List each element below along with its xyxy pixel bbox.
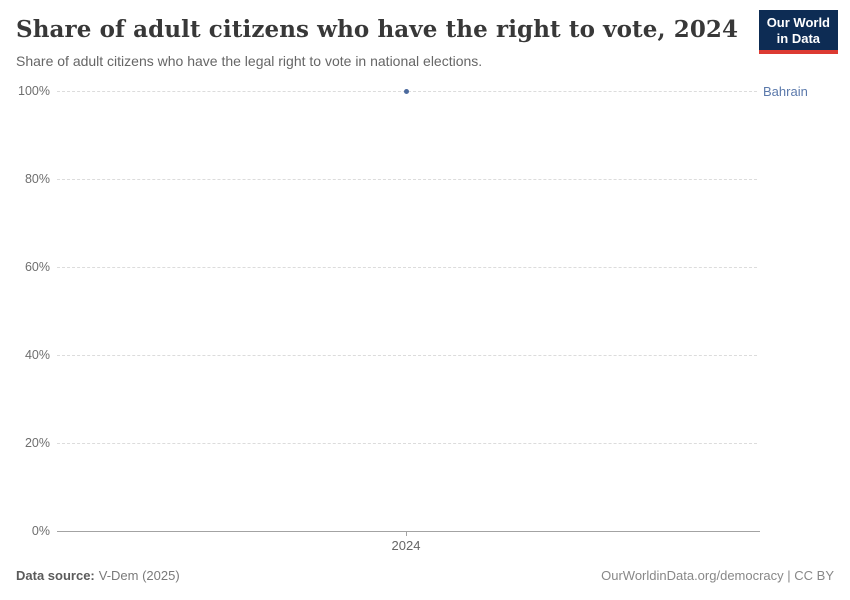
- x-tick-mark-2024: [406, 531, 407, 536]
- owid-logo-line2: in Data: [776, 30, 821, 46]
- gridline-20: [57, 443, 757, 444]
- y-tick-40: 40%: [24, 348, 50, 362]
- owid-logo-line1: Our World: [766, 15, 830, 30]
- entity-label-bahrain[interactable]: Bahrain: [763, 84, 808, 99]
- y-tick-100: 100%: [18, 84, 50, 98]
- y-tick-0: 0%: [31, 524, 50, 538]
- data-source-value: V-Dem (2025): [98, 568, 180, 583]
- x-tick-label-2024: 2024: [391, 538, 421, 553]
- data-point-bahrain-2024[interactable]: [404, 89, 409, 94]
- x-axis-line: [57, 531, 760, 532]
- data-source-label: Data source:: [16, 568, 95, 583]
- chart-footer: Data source: V-Dem (2025) OurWorldinData.…: [16, 568, 834, 583]
- license-text: OurWorldinData.org/democracy | CC BY: [601, 568, 834, 583]
- chart-subtitle: Share of adult citizens who have the leg…: [16, 53, 483, 69]
- owid-logo: Our World in Data: [758, 10, 838, 55]
- data-source: Data source: V-Dem (2025): [16, 568, 180, 583]
- gridline-60: [57, 267, 757, 268]
- y-tick-80: 80%: [24, 172, 50, 186]
- page-title: Share of adult citizens who have the rig…: [16, 16, 739, 43]
- y-tick-20: 20%: [24, 436, 50, 450]
- gridline-80: [57, 179, 757, 180]
- y-tick-60: 60%: [24, 260, 50, 274]
- gridline-40: [57, 355, 757, 356]
